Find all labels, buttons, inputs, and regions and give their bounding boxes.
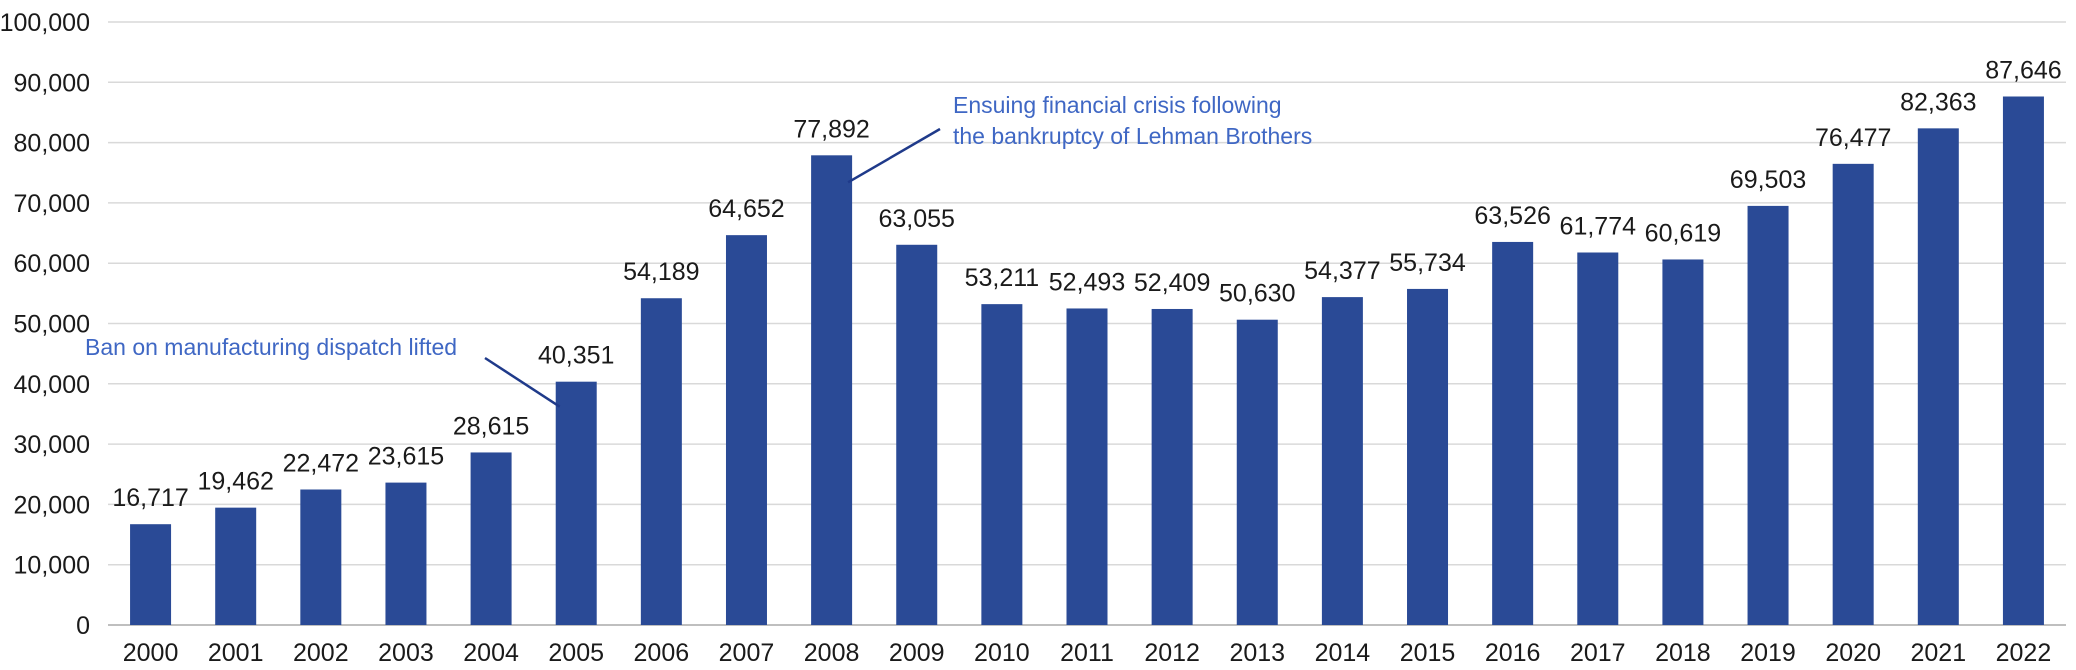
y-tick-label: 60,000 [14,250,90,278]
y-tick-label: 0 [76,612,90,640]
data-label-2017: 61,774 [1560,213,1637,241]
data-label-2010: 53,211 [965,264,1040,292]
bar-2008 [811,155,853,626]
data-label-2014: 54,377 [1304,257,1380,285]
annotation-leader-line [484,356,561,408]
x-tick-label: 2021 [1910,639,1966,667]
data-label-2012: 52,409 [1134,269,1210,297]
y-tick-label: 40,000 [14,371,90,399]
x-tick-label: 2003 [378,639,434,667]
y-tick-label: 20,000 [14,491,90,519]
annotations: Ban on manufacturing dispatch lifted Ensu… [85,92,1312,408]
x-tick-label: 2020 [1825,639,1881,667]
bar-2012 [1151,308,1193,625]
data-label-2007: 64,652 [708,195,784,223]
x-tick-label: 2006 [634,639,690,667]
x-tick-label: 2010 [974,639,1030,667]
bar-2007 [725,235,767,625]
bar-2006 [640,298,682,625]
x-tick-label: 2015 [1400,639,1456,667]
x-tick-label: 2017 [1570,639,1626,667]
data-label-2019: 69,503 [1730,166,1806,194]
x-tick-label: 2004 [463,639,519,667]
data-label-2011: 52,493 [1049,268,1125,296]
x-tick-label: 2009 [889,639,945,667]
data-label-2004: 28,615 [453,412,529,440]
x-tick-label: 2002 [293,639,349,667]
y-tick-label: 50,000 [14,311,90,339]
bar-2005 [555,381,597,625]
annotation-text: Ban on manufacturing dispatch lifted [85,334,457,360]
data-label-2020: 76,477 [1815,124,1891,152]
x-axis-tick-labels: 2000 2001 2002 2003 2004 2005 2006 2007 2008 2009… [123,639,2051,667]
data-label-2015: 55,734 [1389,249,1466,277]
bar-2009 [896,244,938,625]
bar-2001 [215,507,257,625]
x-tick-label: 2016 [1485,639,1541,667]
x-tick-label: 2019 [1740,639,1796,667]
bar-2010 [981,304,1023,625]
bar-2000 [130,524,172,625]
x-tick-label: 2014 [1315,639,1371,667]
y-tick-label: 70,000 [14,190,90,218]
data-label-2008: 77,892 [793,115,869,143]
data-label-2009: 63,055 [879,205,955,233]
annotation-text: Ensuing financial crisis following [953,92,1282,118]
data-label-2002: 22,472 [283,449,359,477]
annotation-text: the bankruptcy of Lehman Brothers [953,123,1312,149]
bar-2020 [1832,163,1874,625]
data-label-2003: 23,615 [368,443,444,471]
data-label-2016: 63,526 [1474,202,1550,230]
data-label-2005: 40,351 [538,342,614,370]
y-tick-label: 100,000 [0,9,90,37]
data-label-2006: 54,189 [623,258,699,286]
x-tick-label: 2008 [804,639,860,667]
bar-2003 [385,482,427,625]
data-label-2022: 87,646 [1985,56,2061,84]
bars [130,96,2044,626]
bar-2004 [470,452,512,625]
x-tick-label: 2022 [1996,639,2052,667]
x-tick-label: 2011 [1060,639,1114,667]
bar-2018 [1662,259,1704,625]
annotation-leader-line [847,127,941,184]
bar-2021 [1917,128,1959,625]
data-label-2001: 19,462 [197,468,273,496]
y-axis-tick-labels: 0 10,000 20,000 30,000 40,000 50,000 60,000 70,… [0,9,90,640]
y-tick-label: 10,000 [14,552,90,580]
x-tick-label: 2018 [1655,639,1711,667]
x-tick-label: 2013 [1229,639,1285,667]
bar-2015 [1407,288,1449,625]
bar-2011 [1066,308,1108,625]
bar-2014 [1321,297,1363,625]
data-label-2000: 16,717 [112,484,188,512]
x-tick-label: 2005 [548,639,604,667]
data-labels: 16,717 19,462 22,472 23,615 28,615 40,351 54,1… [112,56,2061,512]
bar-2017 [1577,252,1619,625]
x-tick-label: 2012 [1144,639,1200,667]
x-tick-label: 2001 [208,639,264,667]
bar-2016 [1492,241,1534,625]
x-tick-label: 2000 [123,639,179,667]
data-label-2018: 60,619 [1645,219,1721,247]
x-tick-label: 2007 [719,639,775,667]
bar-2019 [1747,205,1789,625]
data-label-2013: 50,630 [1219,280,1295,308]
bar-2013 [1236,319,1278,625]
y-tick-label: 30,000 [14,431,90,459]
y-tick-label: 90,000 [14,69,90,97]
y-tick-label: 80,000 [14,130,90,158]
data-label-2021: 82,363 [1900,88,1976,116]
bar-2022 [2002,96,2044,625]
bar-2002 [300,489,342,625]
